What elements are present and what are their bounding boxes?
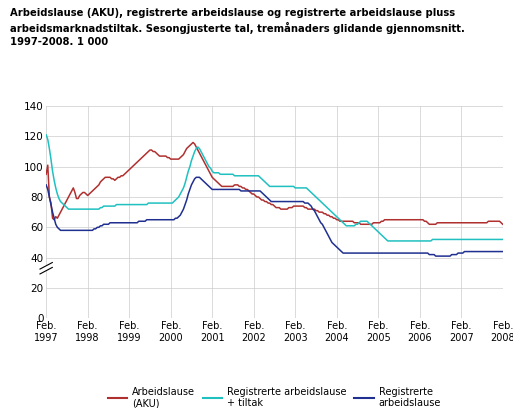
Legend: Arbeidslause
(AKU), Registrerte arbeidslause
+ tiltak, Registrerte
arbeidslause: Arbeidslause (AKU), Registrerte arbeidsl…: [108, 387, 441, 408]
Text: Arbeidslause (AKU), registrerte arbeidslause og registrerte arbeidslause pluss
a: Arbeidslause (AKU), registrerte arbeidsl…: [10, 8, 465, 47]
